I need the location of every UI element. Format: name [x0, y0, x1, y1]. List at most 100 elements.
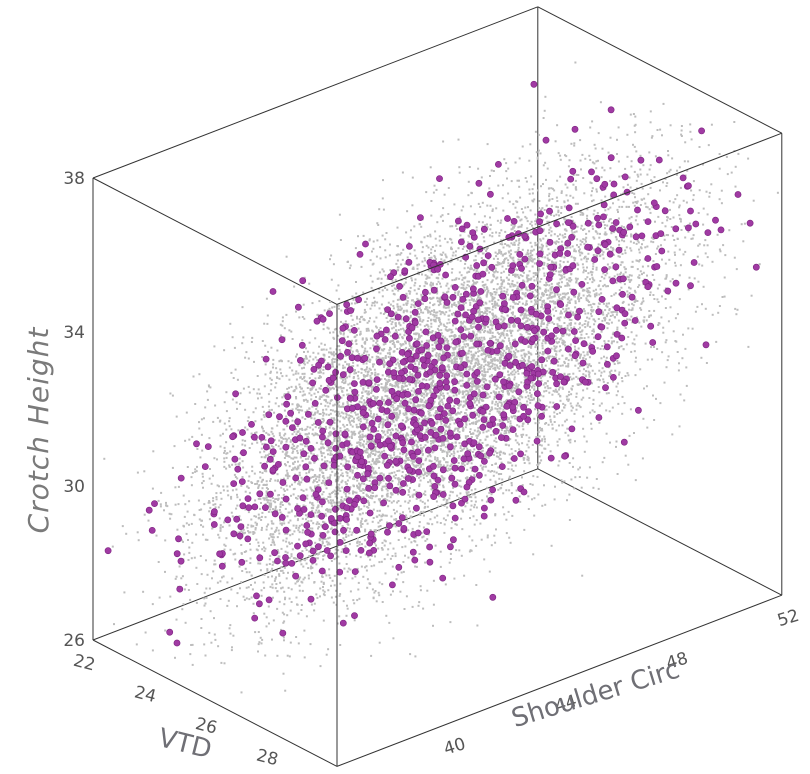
data-point: [425, 474, 428, 477]
data-point: [412, 387, 415, 390]
data-point: [613, 316, 616, 318]
data-point: [250, 596, 253, 599]
data-point: [473, 475, 476, 478]
data-point: [438, 329, 440, 332]
data-point: [487, 361, 489, 364]
data-point: [505, 333, 508, 336]
data-point: [328, 568, 331, 571]
data-point: [436, 406, 438, 409]
data-point: [334, 490, 337, 493]
data-point: [345, 437, 348, 440]
data-point: [470, 489, 473, 492]
data-point: [322, 372, 325, 375]
data-point: [418, 466, 421, 469]
data-point: [343, 491, 346, 494]
data-point: [460, 324, 463, 327]
data-point: [423, 502, 426, 505]
data-point: [350, 365, 353, 368]
data-point: [747, 345, 750, 348]
data-point: [590, 306, 593, 309]
data-point: [602, 348, 605, 351]
data-point: [321, 540, 324, 543]
data-point: [349, 456, 352, 459]
data-point: [518, 448, 521, 451]
data-point: [425, 457, 428, 460]
data-point: [481, 280, 484, 283]
data-point: [573, 487, 576, 490]
data-point: [286, 488, 289, 491]
data-point: [328, 386, 331, 389]
data-point: [342, 412, 345, 415]
data-point: [241, 570, 244, 572]
data-point: [596, 347, 599, 350]
data-point: [531, 254, 534, 257]
data-point: [550, 347, 553, 350]
data-point: [667, 150, 669, 152]
data-point: [445, 284, 448, 287]
data-point: [500, 318, 503, 321]
data-point: [559, 233, 561, 236]
data-point: [325, 422, 328, 424]
data-point: [258, 392, 261, 395]
data-point: [348, 492, 351, 495]
data-point: [257, 497, 260, 500]
data-point: [539, 429, 542, 432]
data-point: [393, 345, 396, 348]
data-point: [674, 261, 676, 264]
data-point: [302, 578, 305, 581]
data-point: [321, 421, 324, 423]
data-point: [458, 344, 461, 347]
data-point: [511, 313, 514, 316]
data-point: [386, 430, 389, 433]
data-point: [352, 599, 355, 602]
data-point: [647, 193, 650, 196]
data-point: [182, 603, 185, 606]
data-point: [604, 274, 607, 277]
data-point: [570, 216, 573, 218]
data-point: [467, 352, 470, 355]
data-point: [469, 377, 472, 380]
data-point: [639, 270, 642, 273]
data-point: [300, 488, 303, 491]
data-point: [261, 426, 263, 429]
data-point: [437, 280, 440, 283]
data-point: [458, 166, 461, 169]
data-point: [270, 520, 273, 523]
data-point: [225, 467, 228, 470]
data-point: [710, 183, 713, 186]
data-point: [348, 543, 351, 546]
data-point: [436, 483, 439, 486]
data-point: [488, 345, 491, 348]
data-point: [244, 356, 247, 359]
data-point: [662, 326, 665, 329]
data-point: [390, 492, 393, 495]
data-point: [510, 242, 513, 245]
data-point: [543, 284, 546, 286]
data-point: [432, 313, 435, 316]
data-point: [475, 384, 478, 386]
data-point: [303, 357, 306, 360]
data-point: [486, 495, 488, 498]
data-point: [438, 273, 441, 276]
data-point: [380, 282, 383, 285]
data-point: [421, 392, 424, 395]
data-point: [283, 434, 286, 437]
data-point: [418, 483, 421, 486]
data-point: [223, 449, 226, 452]
data-point: [535, 272, 538, 275]
data-point: [509, 457, 512, 460]
data-point: [620, 271, 622, 274]
data-point: [582, 229, 584, 231]
data-point: [513, 230, 516, 232]
data-point: [348, 476, 351, 479]
data-point: [241, 531, 244, 534]
data-point: [267, 488, 269, 490]
data-point: [413, 444, 416, 447]
data-point: [309, 329, 312, 331]
data-point: [394, 555, 397, 558]
data-point: [415, 439, 418, 442]
data-point: [229, 548, 232, 551]
data-point: [575, 279, 578, 282]
data-point: [432, 414, 435, 417]
data-point: [517, 226, 520, 229]
